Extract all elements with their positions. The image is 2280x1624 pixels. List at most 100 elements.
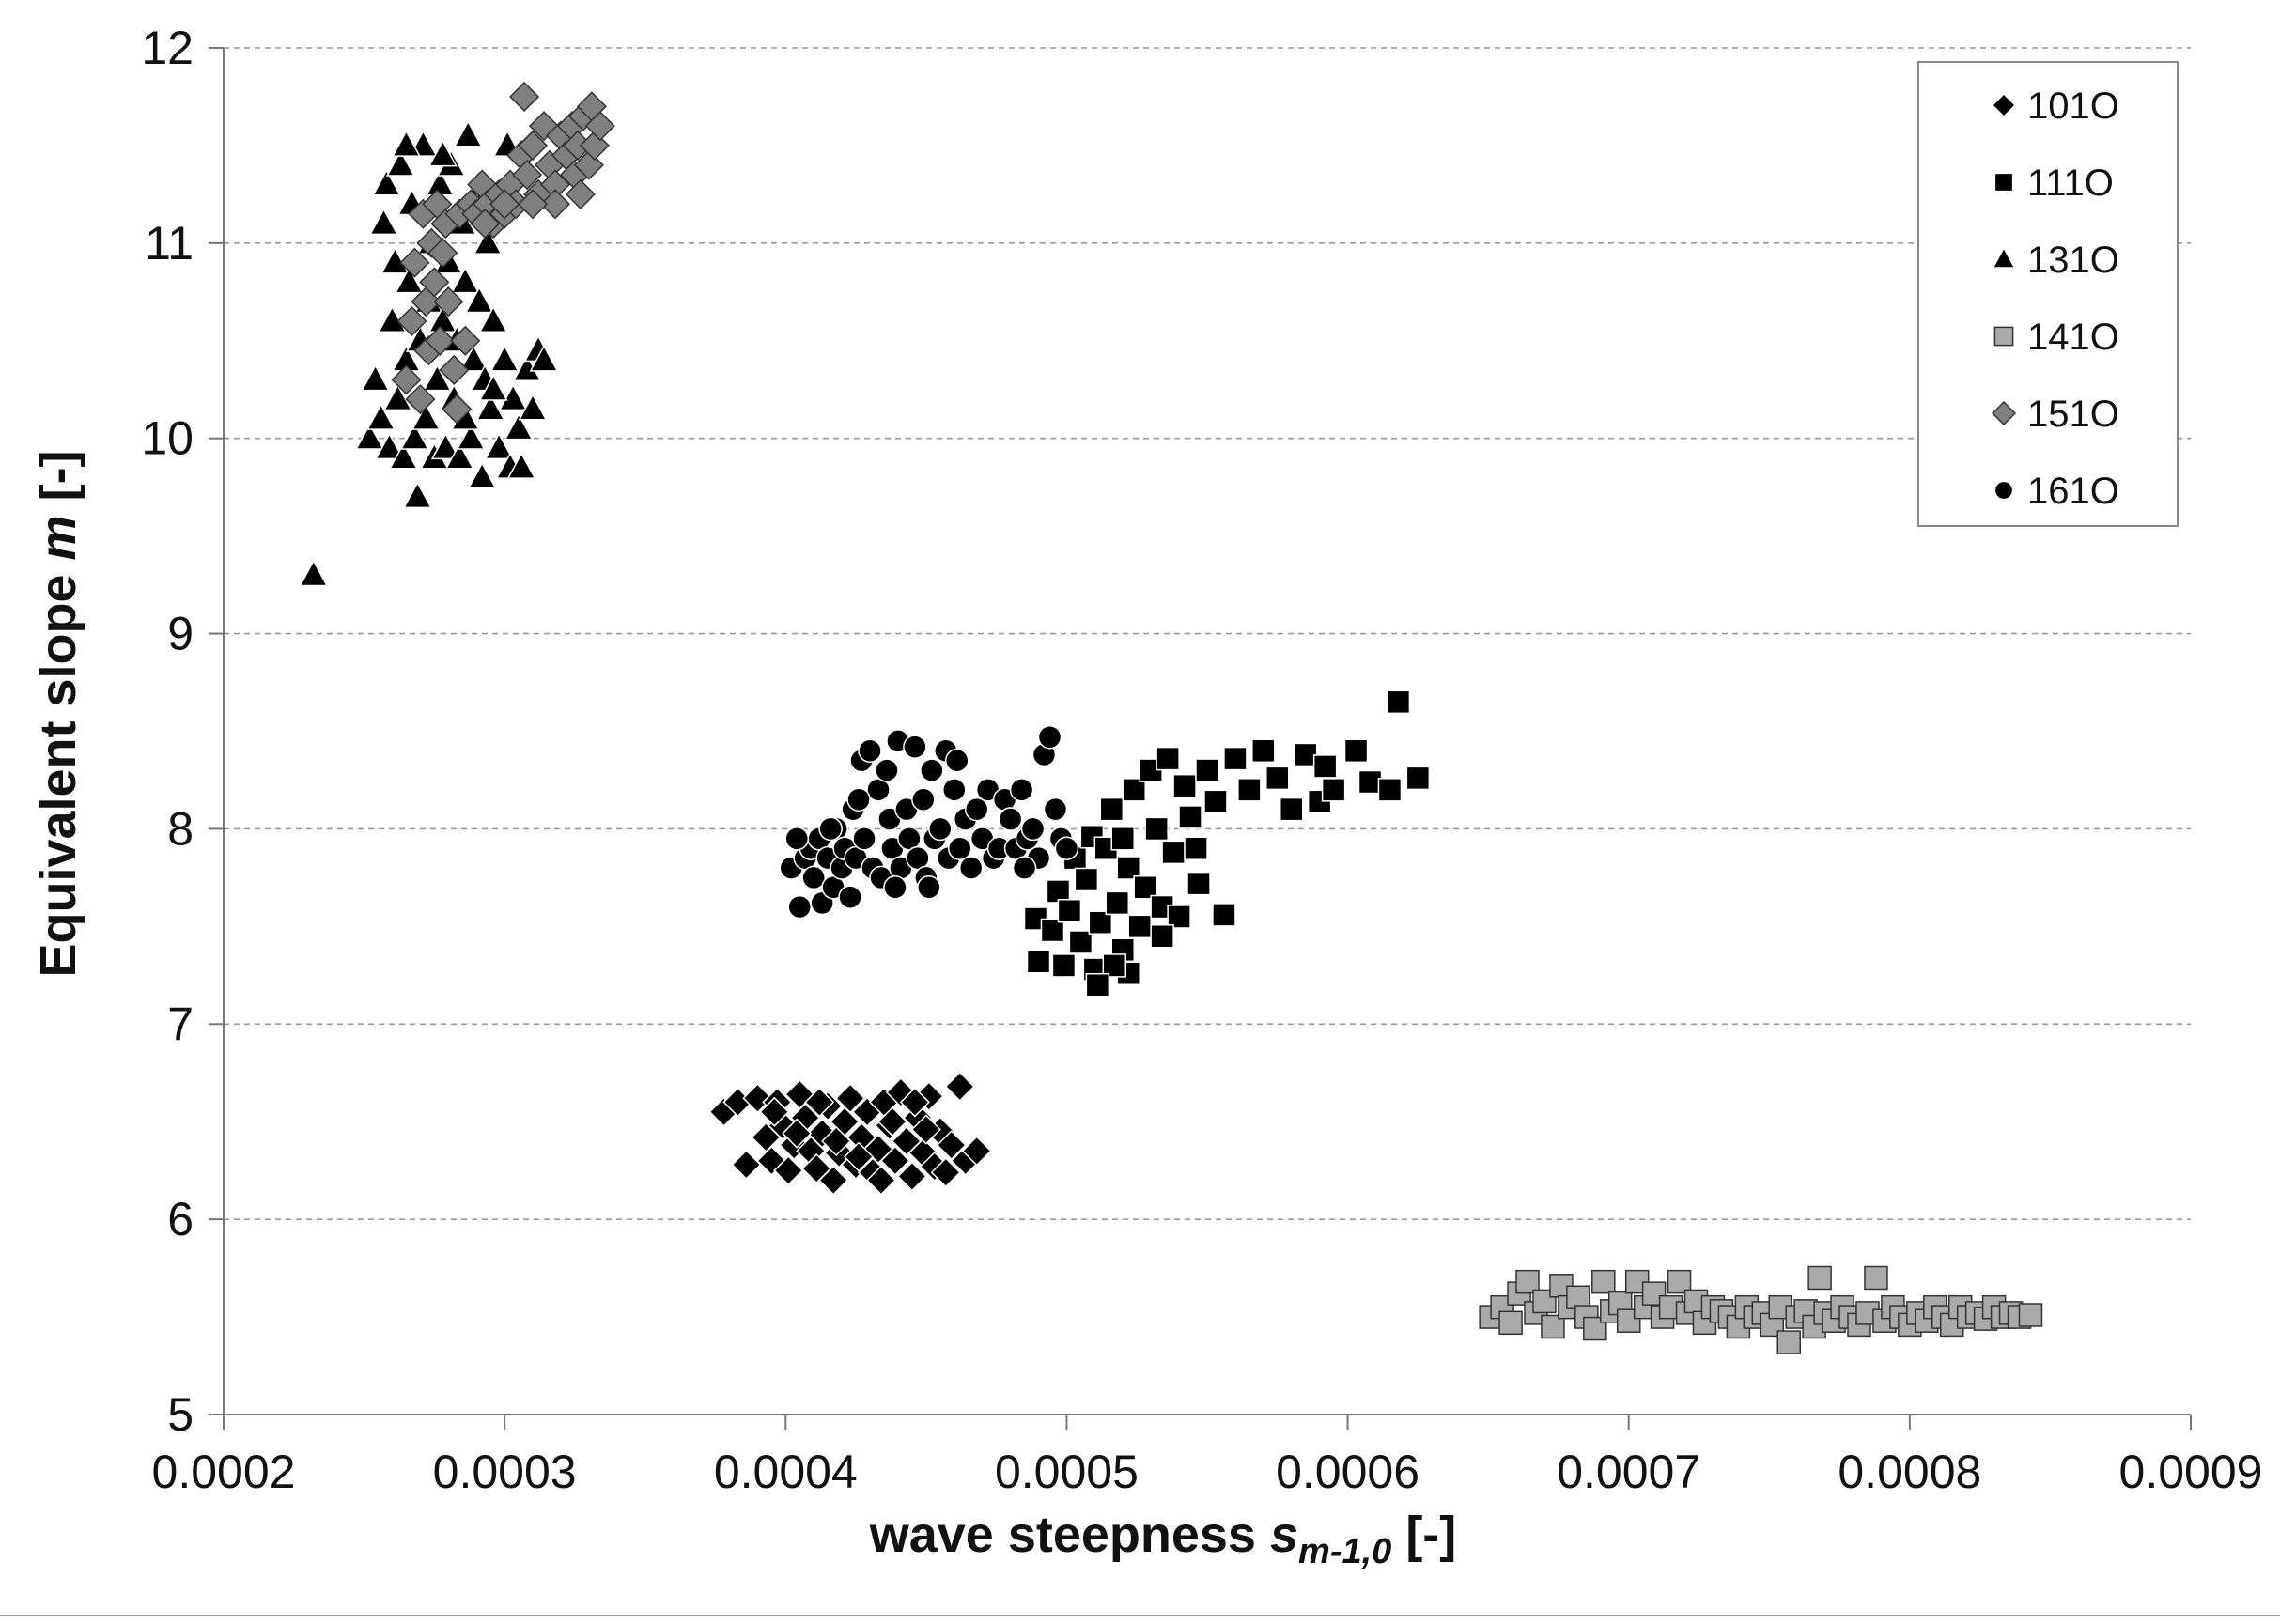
data-point <box>1172 773 1197 798</box>
data-point <box>371 168 402 196</box>
data-point <box>453 119 483 147</box>
data-point <box>1343 738 1369 764</box>
data-point <box>879 1145 911 1176</box>
data-point <box>784 827 810 851</box>
data-point <box>1054 836 1079 860</box>
data-point <box>1122 778 1146 802</box>
data-point <box>1012 856 1037 880</box>
data-point <box>382 383 412 411</box>
legend-marker-101O <box>1991 92 2017 118</box>
x-tick-label: 0.0006 <box>1276 1446 1419 1498</box>
series-151O <box>391 81 615 425</box>
data-point <box>1321 778 1346 802</box>
data-point <box>731 1149 762 1181</box>
data-point <box>944 1071 975 1102</box>
y-tick-label: 5 <box>167 1388 194 1441</box>
data-point <box>425 325 456 356</box>
y-tick-label: 8 <box>167 802 194 855</box>
data-point <box>1541 1314 1565 1339</box>
data-point <box>1099 797 1124 822</box>
series-141O <box>1479 1265 2043 1354</box>
data-point <box>394 266 424 294</box>
x-tick-label: 0.0009 <box>2119 1446 2263 1498</box>
gridlines <box>224 47 2191 1220</box>
data-point <box>942 778 967 802</box>
data-point <box>1357 769 1383 795</box>
data-point <box>422 363 452 392</box>
data-point <box>964 797 989 822</box>
data-point <box>1203 789 1228 814</box>
data-point <box>456 423 486 450</box>
data-point <box>1009 778 1034 802</box>
data-point <box>961 1136 992 1167</box>
legend-marker-151O <box>1991 400 2017 426</box>
data-point <box>450 325 481 356</box>
data-point <box>517 130 549 161</box>
data-point <box>844 1141 875 1172</box>
data-point <box>529 344 559 372</box>
data-point <box>1776 1330 1801 1354</box>
data-point <box>1864 1265 1888 1291</box>
data-point <box>1312 754 1338 779</box>
data-point <box>1195 758 1219 782</box>
data-point <box>910 1114 941 1145</box>
data-point <box>512 160 543 191</box>
data-point <box>442 394 473 425</box>
data-point <box>920 758 944 782</box>
y-tick-label: 11 <box>145 217 194 270</box>
data-point <box>852 827 876 851</box>
data-point <box>411 403 441 430</box>
data-point <box>1161 840 1186 865</box>
data-point <box>1133 875 1157 900</box>
legend-label: 151O <box>2027 394 2119 435</box>
data-point <box>439 354 470 386</box>
data-point <box>958 856 984 880</box>
data-point <box>396 305 427 337</box>
data-point <box>444 441 474 470</box>
series-101O <box>708 1071 992 1196</box>
y-axis-title: Equivalent slope m [-] <box>30 450 86 977</box>
data-point <box>835 1083 866 1114</box>
data-point <box>498 383 528 411</box>
data-point <box>419 267 450 298</box>
data-point <box>1074 867 1099 892</box>
data-point <box>1037 724 1062 750</box>
data-point <box>489 344 520 372</box>
series-161O <box>779 724 1079 920</box>
data-point <box>1178 805 1202 829</box>
legend-label: 131O <box>2027 240 2119 281</box>
data-point <box>773 1155 804 1186</box>
data-point <box>804 1087 835 1118</box>
data-point <box>1386 689 1411 715</box>
data-point <box>1105 890 1130 916</box>
data-point <box>1187 871 1211 896</box>
data-point <box>475 393 505 421</box>
data-point <box>584 111 615 142</box>
data-point <box>1110 827 1136 851</box>
x-tick-label: 0.0008 <box>1838 1446 1981 1498</box>
data-point <box>1591 1269 1616 1294</box>
data-point <box>821 1125 852 1157</box>
data-point <box>2018 1303 2043 1327</box>
x-tick-label: 0.0003 <box>433 1446 577 1498</box>
data-point <box>903 735 927 759</box>
tick-labels: 5 6 7 8 9 10 11 12 0.0002 0.0003 0.0004 0.0005 0.000… <box>141 22 2262 1498</box>
data-point <box>1150 924 1174 949</box>
axes <box>209 47 2192 1430</box>
data-point <box>509 81 540 113</box>
legend-label: 141O <box>2027 317 2119 358</box>
data-point <box>399 247 430 278</box>
data-point <box>846 787 871 812</box>
data-point <box>759 1096 790 1127</box>
data-point <box>1085 972 1110 998</box>
legend-label: 161O <box>2027 471 2119 512</box>
data-point <box>385 149 415 177</box>
data-point <box>504 412 534 441</box>
data-point <box>374 432 405 460</box>
y-tick-label: 9 <box>167 608 194 660</box>
x-tick-label: 0.0005 <box>995 1446 1139 1498</box>
data-point <box>1088 910 1113 935</box>
legend-marker-161O <box>1993 480 2014 501</box>
